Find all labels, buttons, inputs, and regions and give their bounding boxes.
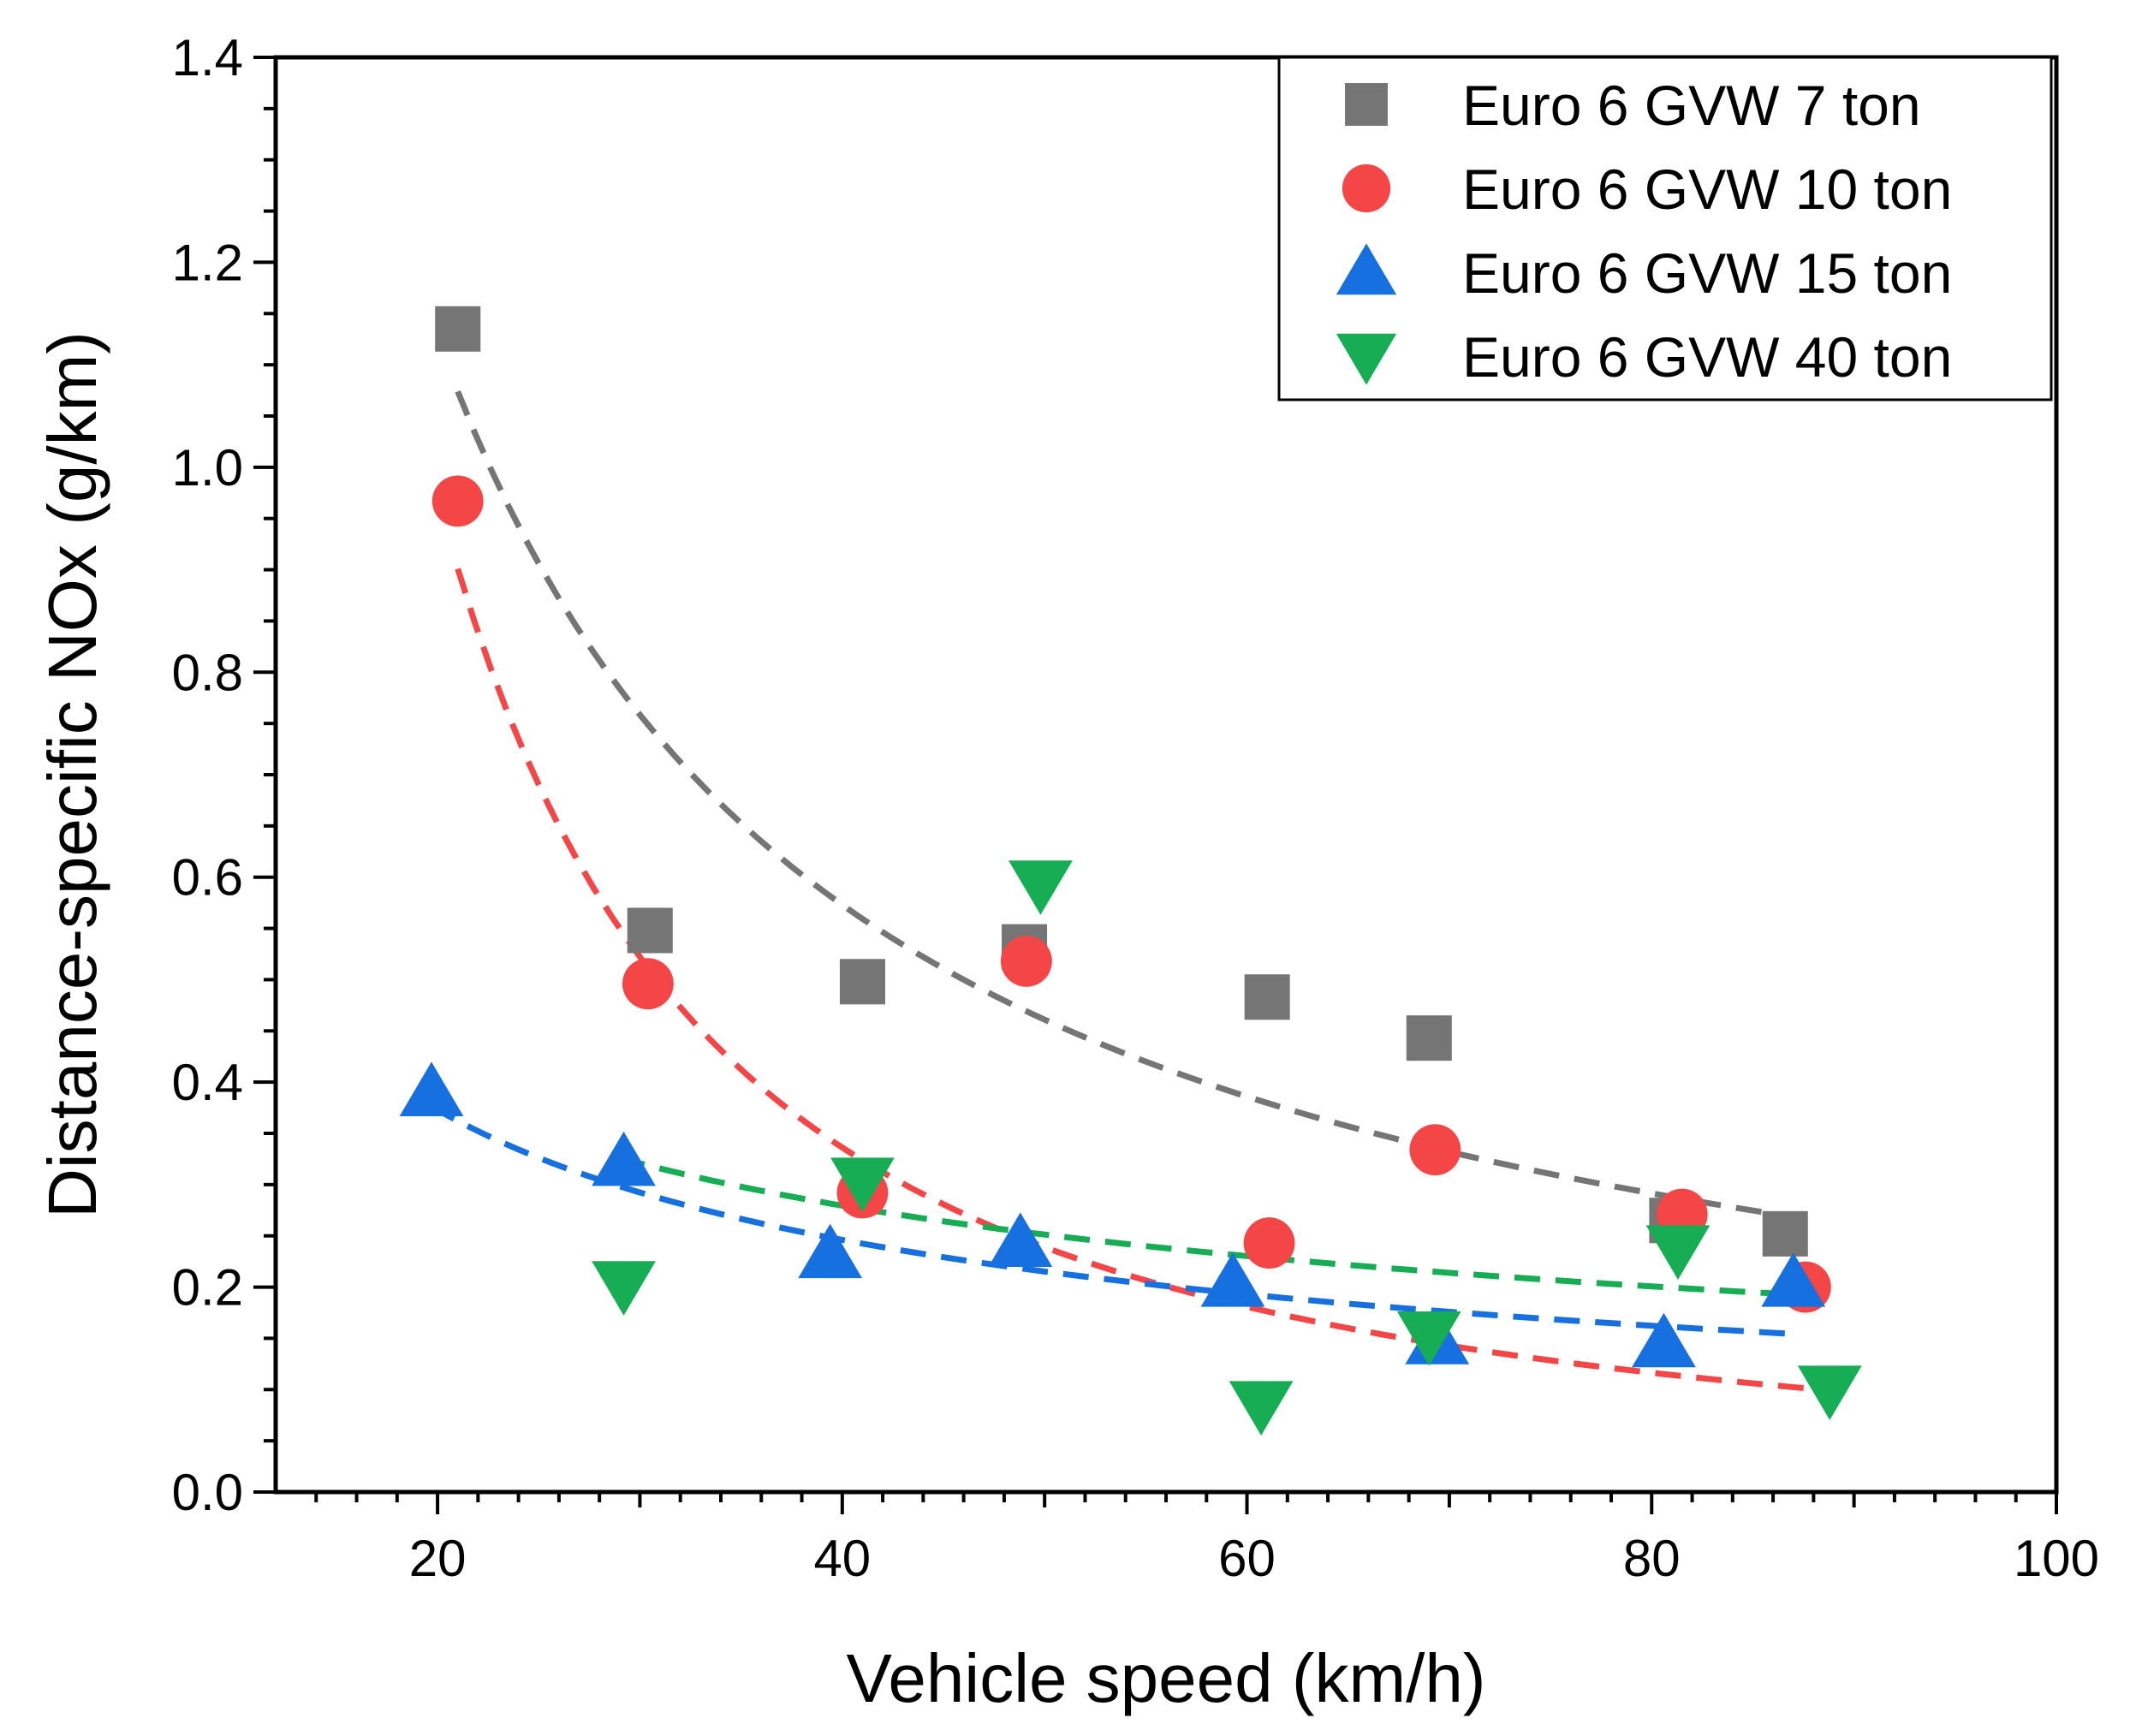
legend-marker-2	[1342, 163, 1391, 213]
legend-label-1: Euro 6 GVW 7 ton	[1462, 74, 1921, 137]
data-point-s3-8	[1761, 1252, 1826, 1307]
y-tick-label: 0.8	[172, 644, 243, 701]
data-point-s1-3	[839, 959, 885, 1005]
data-point-s2-6	[1409, 1124, 1461, 1176]
legend-label-2: Euro 6 GVW 10 ton	[1462, 158, 1952, 221]
data-point-s1-2	[627, 907, 673, 954]
data-point-s1-8	[1762, 1210, 1808, 1257]
legend: Euro 6 GVW 7 ton Euro 6 GVW 10 ton Euro 6 …	[1277, 56, 2053, 401]
data-point-s2-2	[622, 958, 674, 1010]
data-point-s3-2	[592, 1131, 656, 1186]
y-axis-title: Distance-specific NOx (g/km)	[34, 331, 110, 1218]
data-point-s1-5	[1244, 974, 1290, 1020]
x-tick-label: 40	[813, 1530, 871, 1587]
data-point-s2-4	[1000, 935, 1052, 987]
legend-marker-1	[1345, 83, 1388, 126]
y-tick-label: 0.2	[172, 1259, 243, 1317]
x-tick-label: 20	[409, 1530, 467, 1587]
data-point-s4-6	[1645, 1225, 1711, 1280]
data-point-s4-1	[592, 1261, 656, 1316]
y-tick-label: 1.4	[172, 29, 243, 86]
x-axis-title: Vehicle speed (km/h)	[846, 1640, 1485, 1716]
data-point-s3-5	[1200, 1252, 1265, 1307]
x-tick-label: 100	[2014, 1530, 2099, 1587]
y-tick-label: 0.6	[172, 849, 243, 907]
y-tick-label: 1.2	[172, 234, 243, 291]
data-point-s4-7	[1797, 1365, 1862, 1420]
data-point-s3-7	[1632, 1312, 1696, 1368]
legend-label-4: Euro 6 GVW 40 ton	[1462, 325, 1952, 389]
data-point-s3-3	[798, 1223, 863, 1279]
legend-marker-4	[1336, 333, 1397, 385]
axis-ticks: 20 40 60 80 100 0.0 0.2 0.4 0.6 0.8 1.0 1.2 1.4	[172, 29, 2099, 1587]
data-point-s2-1	[431, 475, 484, 527]
y-tick-label: 1.0	[172, 439, 243, 496]
y-tick-label: 0.4	[172, 1054, 243, 1111]
x-tick-label: 60	[1218, 1530, 1276, 1587]
data-point-s1-6	[1406, 1015, 1452, 1061]
data-point-s3-4	[988, 1212, 1053, 1267]
x-tick-label: 80	[1623, 1530, 1681, 1587]
data-point-s3-1	[399, 1061, 464, 1116]
fit-curve-4	[618, 1155, 1835, 1300]
fit-curves	[430, 389, 1835, 1392]
data-point-s4-3	[1008, 860, 1073, 915]
data-point-s4-5	[1396, 1311, 1461, 1366]
legend-marker-3	[1336, 243, 1397, 295]
data-markers	[399, 306, 1862, 1436]
legend-box	[1277, 56, 2053, 401]
fit-curve-1	[455, 389, 1794, 1220]
y-tick-label: 0.0	[172, 1464, 243, 1521]
legend-label-3: Euro 6 GVW 15 ton	[1462, 241, 1952, 305]
data-point-s2-5	[1243, 1217, 1295, 1269]
data-point-s4-2	[830, 1157, 895, 1212]
fit-curve-2	[455, 568, 1814, 1392]
data-point-s4-4	[1229, 1381, 1294, 1436]
fit-curve-3	[430, 1103, 1794, 1337]
data-point-s1-1	[435, 306, 481, 352]
